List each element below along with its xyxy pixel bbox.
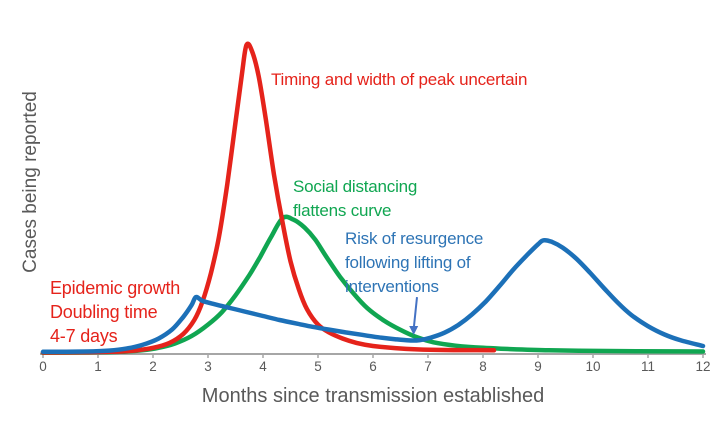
x-tick-label: 5 [314, 359, 322, 374]
annotation-social-distancing: Social distancing flattens curve [293, 175, 417, 223]
x-tick-label: 2 [149, 359, 157, 374]
green-curve [40, 214, 706, 356]
annotation-line: Timing and width of peak uncertain [271, 70, 528, 89]
x-tick-label: 11 [640, 359, 656, 374]
x-tick-label: 12 [695, 359, 711, 374]
x-tick-label: 7 [424, 359, 432, 374]
resurgence-arrow-head [409, 325, 419, 335]
annotation-line: Doubling time [50, 302, 158, 322]
resurgence-arrow-shaft [412, 297, 418, 330]
annotation-line: flattens curve [293, 201, 392, 220]
y-axis-title: Cases being reported [20, 91, 41, 273]
x-tick-label: 8 [479, 359, 487, 374]
annotation-line: interventions [345, 277, 439, 296]
x-tick-label: 1 [94, 359, 102, 374]
annotation-resurgence: Risk of resurgence following lifting of … [345, 227, 483, 299]
annotation-line: Social distancing [293, 177, 418, 196]
annotation-line: Risk of resurgence [345, 229, 484, 248]
x-tick-label: 0 [39, 359, 47, 374]
annotation-line: Epidemic growth [50, 278, 181, 298]
annotation-line: 4-7 days [50, 326, 118, 346]
red-curve [40, 41, 497, 355]
x-tick-label: 10 [585, 359, 601, 374]
x-tick-label: 6 [369, 359, 377, 374]
annotation-peak-uncertain: Timing and width of peak uncertain [271, 68, 527, 92]
x-tick-label: 3 [204, 359, 212, 374]
x-tick-label: 9 [534, 359, 542, 374]
annotation-line: following lifting of [345, 253, 471, 272]
x-tick-label: 4 [259, 359, 267, 374]
blue-curve [40, 237, 706, 355]
x-axis-title: Months since transmission established [201, 385, 545, 407]
annotation-epidemic-growth: Epidemic growth Doubling time 4-7 days [50, 276, 180, 348]
